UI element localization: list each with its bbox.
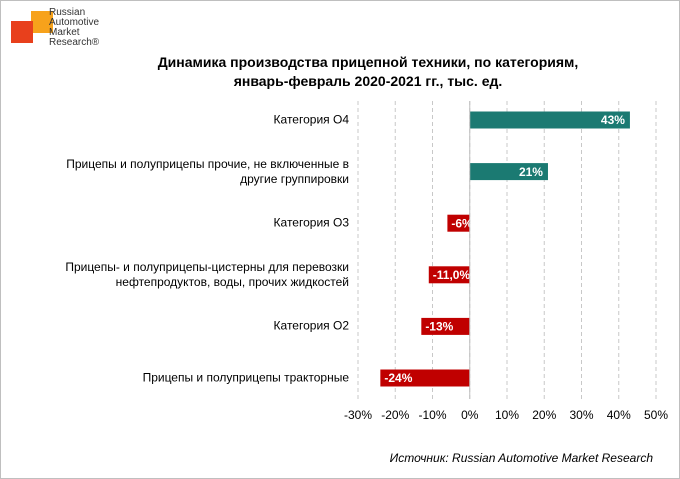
logo-square [11,21,33,43]
bar [428,266,470,284]
value-label: -13% [425,320,453,334]
x-tick-label: 0% [461,408,479,422]
category-label: Категория О3 [273,215,349,230]
x-tick-label: 20% [532,408,556,422]
value-label: -6% [451,216,473,230]
category-label: Прицепы и полуприцепы прочие, не включен… [66,156,349,186]
bar [380,369,470,387]
logo-text: Russian Automotive Market Research® [49,7,100,48]
x-tick-label: 30% [569,408,593,422]
x-tick-label: -20% [381,408,409,422]
category-label: Категория О4 [273,112,349,127]
chart-title: Динамика производства прицепной техники,… [157,54,579,89]
x-tick-label: 40% [607,408,631,422]
category-label: Категория О2 [273,318,349,333]
category-label: Прицепы- и полуприцепы-цистерны для пере… [65,259,349,289]
x-tick-label: 50% [644,408,668,422]
category-label: Прицепы и полуприцепы тракторные [142,370,349,385]
value-label: 43% [601,113,625,127]
bar [447,214,470,232]
x-tick-label: -30% [344,408,372,422]
bar [469,111,630,129]
x-tick-label: -10% [418,408,446,422]
x-tick-label: 10% [495,408,519,422]
logo-small: НАМИ [15,15,30,21]
value-label: -24% [384,371,412,385]
source: Источник: Russian Automotive Market Rese… [389,451,653,465]
logo-square [31,11,53,33]
value-label: -11,0% [433,268,471,282]
bar [421,317,470,335]
bar [469,163,548,181]
value-label: 21% [519,165,543,179]
